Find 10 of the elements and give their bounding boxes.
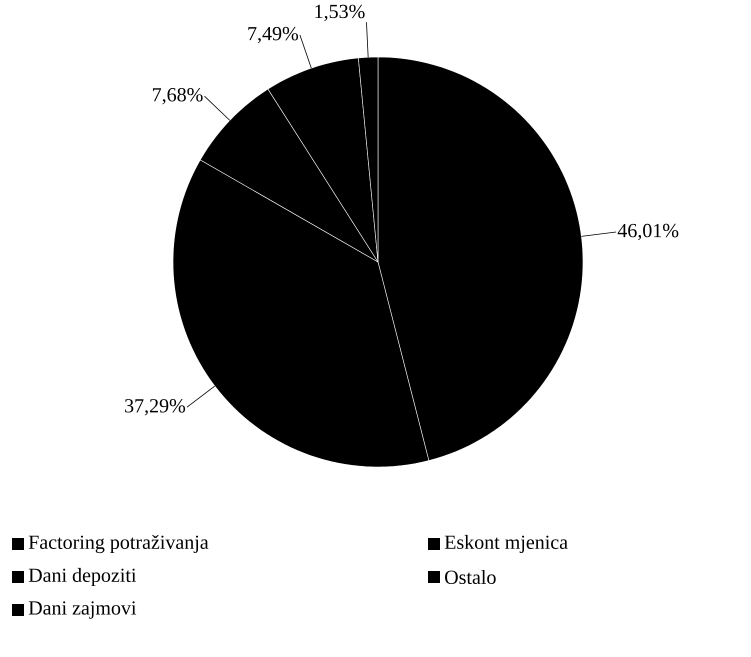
legend-label: Dani zajmovi [28, 601, 136, 619]
legend-label: Ostalo [445, 570, 496, 584]
legend-label: Dani depoziti [28, 568, 136, 586]
legend-label: Eskont mjenica [444, 534, 568, 554]
data-label: 7,49% [248, 26, 298, 44]
data-label: 46,01% [618, 224, 678, 240]
data-label: 1,53% [315, 4, 365, 22]
data-label: 37,29% [125, 399, 186, 416]
legend-label: Factoring potraživanja [28, 534, 208, 554]
data-label: 7,68% [152, 88, 203, 104]
